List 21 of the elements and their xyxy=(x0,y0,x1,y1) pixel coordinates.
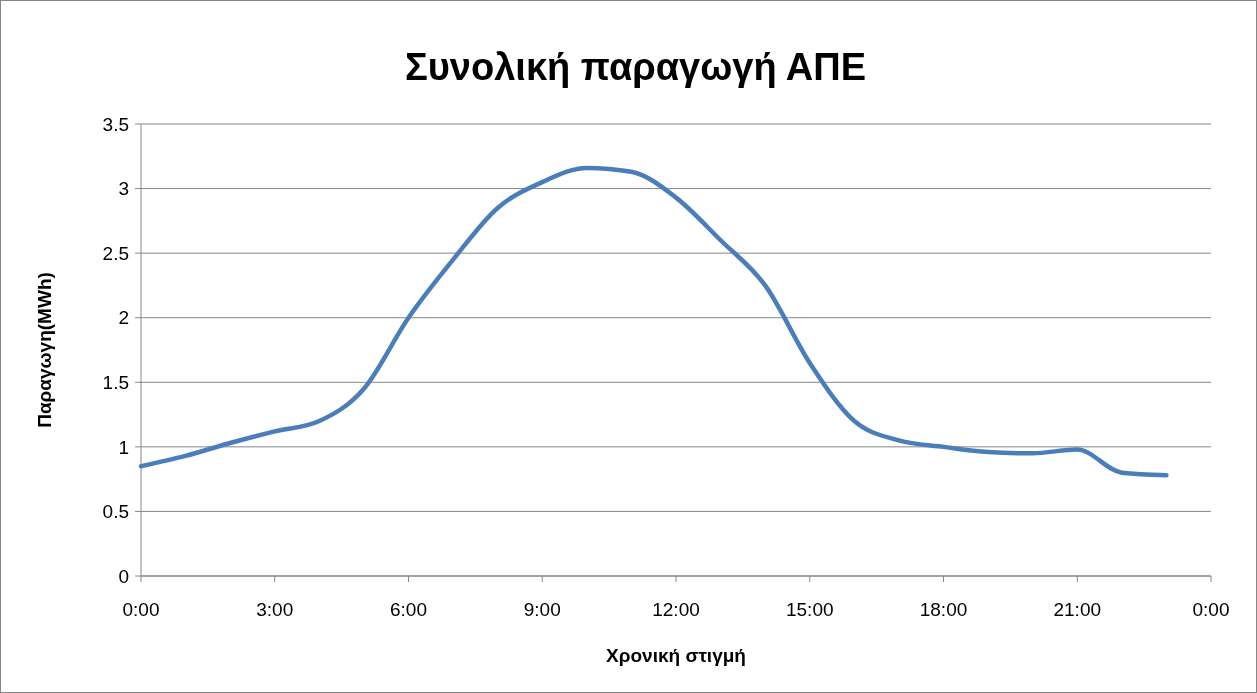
line-series xyxy=(138,165,1169,478)
x-tick-label: 0:00 xyxy=(122,599,160,620)
y-tick-label: 2 xyxy=(118,307,129,329)
x-tick-label: 0:00 xyxy=(1192,599,1230,620)
y-tick-label: 2.5 xyxy=(102,242,129,264)
y-tick-label: 1.5 xyxy=(102,371,129,393)
y-tick-label: 3 xyxy=(118,178,129,200)
x-tick-label: 15:00 xyxy=(785,599,834,620)
y-axis-title: Παραγωγη(MWh) xyxy=(34,272,55,428)
y-tick-label: 0.5 xyxy=(102,501,129,523)
y-tick-label: 3.5 xyxy=(102,113,129,135)
x-tick-label: 12:00 xyxy=(652,599,700,620)
x-tick-label: 21:00 xyxy=(1053,599,1102,620)
x-tick-label: 6:00 xyxy=(390,599,427,620)
x-tick-label: 18:00 xyxy=(919,599,968,620)
x-axis-title: Χρονική στιγμή xyxy=(606,645,746,666)
y-tick-label: 0 xyxy=(118,565,129,587)
chart-title: Συνολική παραγωγή ΑΠΕ xyxy=(404,46,867,88)
y-tick-label: 1 xyxy=(118,436,129,458)
x-tick-label: 9:00 xyxy=(523,599,561,620)
x-tick-label: 3:00 xyxy=(256,599,294,620)
